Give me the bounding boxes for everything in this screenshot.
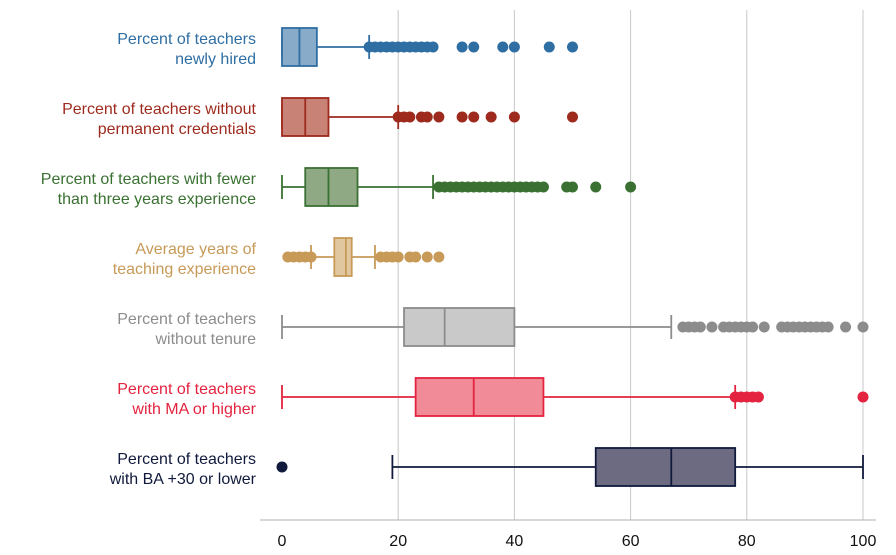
x-tick-label: 20 (389, 533, 407, 550)
outlier-point (433, 251, 445, 263)
outlier-point (305, 251, 317, 263)
series-row (281, 167, 637, 207)
category-label-line: Percent of teachers (117, 381, 256, 398)
outlier-point (497, 41, 509, 53)
outlier-point (567, 111, 578, 123)
category-label-line: Percent of teachers (117, 451, 256, 468)
outlier-point (410, 251, 422, 263)
category-label-line: Average years of (135, 241, 256, 258)
x-tick-label: 0 (278, 533, 287, 550)
category-label-line: Percent of teachers (117, 31, 256, 48)
outlier-point (276, 461, 288, 473)
x-tick-label: 100 (850, 533, 877, 550)
x-axis: 0 20 40 60 80 100 (260, 519, 877, 550)
category-label-line: permanent credentials (98, 121, 256, 138)
outlier-point (840, 321, 852, 333)
x-tick-label: 60 (622, 533, 640, 550)
category-label-line: newly hired (175, 51, 256, 68)
outlier-point (543, 41, 555, 53)
outlier-point (508, 111, 520, 123)
outlier-point (485, 111, 497, 123)
outlier-point (752, 391, 764, 403)
outlier-point (508, 41, 520, 53)
outlier-point (421, 251, 433, 263)
series-row (281, 377, 869, 417)
category-label-line: without tenure (154, 331, 256, 348)
category-label-line: than three years experience (58, 191, 256, 208)
vertical-grid (397, 10, 864, 520)
category-label: Percent of teachers without permanent cre… (62, 101, 256, 138)
outlier-point (392, 251, 404, 263)
outlier-point (404, 111, 416, 123)
outlier-point (758, 321, 770, 333)
x-tick-label: 80 (738, 533, 756, 550)
outlier-point (706, 321, 718, 333)
outlier-point (625, 181, 637, 193)
category-label-line: Percent of teachers with fewer (41, 171, 257, 188)
outlier-point (857, 391, 869, 403)
category-label-line: teaching experience (113, 261, 256, 278)
box (333, 237, 353, 277)
outlier-point (567, 181, 578, 193)
category-label-line: with MA or higher (131, 401, 256, 418)
outlier-point (537, 181, 549, 193)
category-label: Percent of teachers with BA +30 or lower (109, 451, 257, 488)
box (414, 377, 545, 417)
outlier-point (857, 321, 869, 333)
series-row (281, 97, 578, 137)
category-label-line: Percent of teachers (117, 311, 256, 328)
box (594, 447, 737, 487)
outlier-point (747, 321, 759, 333)
category-label: Percent of teachers with MA or higher (117, 381, 256, 418)
box (304, 167, 359, 207)
outlier-point (468, 41, 480, 53)
box (403, 307, 516, 347)
x-tick-label: 40 (506, 533, 524, 550)
category-label: Average years of teaching experience (113, 241, 257, 278)
category-label-line: Percent of teachers without (62, 101, 256, 118)
outlier-point (456, 41, 468, 53)
outlier-point (433, 111, 445, 123)
category-label-line: with BA +30 or lower (109, 471, 257, 488)
outlier-point (468, 111, 480, 123)
outlier-point (421, 111, 433, 123)
series-row (282, 237, 445, 277)
series-layer (276, 27, 869, 487)
outlier-point (694, 321, 706, 333)
category-label: Percent of teachers with fewer than three… (41, 171, 257, 208)
outlier-point (590, 181, 602, 193)
outlier-point (456, 111, 468, 123)
series-row (281, 307, 869, 347)
outlier-point (427, 41, 439, 53)
category-label: Percent of teachers without tenure (117, 311, 256, 348)
outlier-point (567, 41, 578, 53)
category-label: Percent of teachers newly hired (117, 31, 256, 68)
series-row (276, 447, 864, 487)
series-row (281, 27, 578, 67)
outlier-point (822, 321, 834, 333)
